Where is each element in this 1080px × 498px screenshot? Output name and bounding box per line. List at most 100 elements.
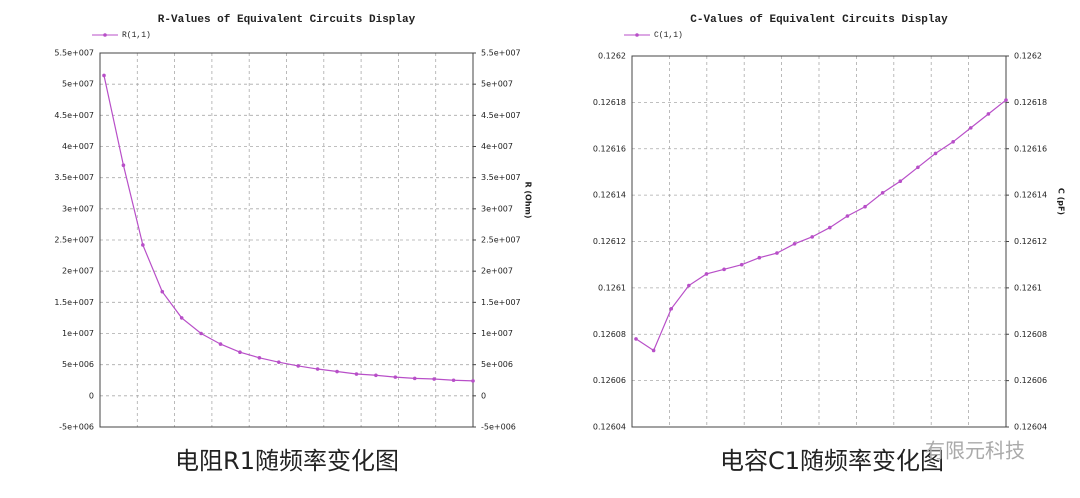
y2-tick-label: 0.12608 [1014, 330, 1047, 339]
y2-tick-label: 3.5e+007 [481, 173, 521, 182]
point [374, 373, 378, 378]
y2-tick-label: 0.12616 [1014, 144, 1047, 153]
plot-frame [631, 55, 1007, 428]
y-tick-label: 0.12608 [593, 330, 626, 339]
series-line [635, 99, 1007, 352]
point [651, 348, 656, 353]
point [898, 179, 903, 184]
y-tick-label: 0.1261 [598, 283, 626, 292]
y-tick-label: 0.12606 [593, 376, 626, 385]
legend-label: R(1,1) [122, 31, 151, 40]
y2-axis-label: C (pF) [1057, 188, 1066, 215]
point [1004, 98, 1008, 102]
legend-marker [103, 33, 107, 37]
y2-tick-label: 0.12618 [1014, 98, 1047, 107]
legend-label: C(1,1) [654, 31, 683, 40]
caption: 电阻R1随频率变化图 [175, 447, 399, 475]
y-tick-label: 3e+007 [62, 204, 94, 213]
point [828, 225, 832, 230]
y-tick-label: 5e+006 [62, 360, 94, 369]
point [238, 350, 242, 355]
y-tick-label: 5e+007 [62, 80, 94, 89]
point [669, 306, 674, 311]
y-tick-label: 0.12616 [593, 144, 626, 153]
y-tick-label: -5e+006 [59, 423, 94, 432]
y2-tick-label: 4e+007 [481, 142, 513, 151]
point [199, 331, 203, 336]
point [102, 73, 106, 78]
point [704, 272, 709, 276]
y2-tick-label: 5.5e+007 [481, 49, 521, 58]
y-tick-label: 3.5e+007 [54, 173, 94, 182]
point [257, 356, 262, 360]
point [354, 372, 359, 376]
point [845, 214, 850, 218]
y-tick-label: 0.12604 [593, 423, 626, 432]
y2-tick-label: 5e+006 [481, 360, 513, 369]
point [179, 316, 184, 320]
point [121, 163, 126, 167]
y2-tick-label: 3e+007 [481, 204, 513, 213]
point [916, 165, 920, 170]
point [951, 139, 955, 144]
y2-tick-label: 4.5e+007 [481, 111, 521, 120]
y2-tick-label: 0.12606 [1014, 376, 1047, 385]
point [757, 255, 762, 260]
point [933, 151, 938, 156]
y2-tick-label: 0.12612 [1014, 237, 1047, 246]
y-tick-label: 1.5e+007 [54, 298, 94, 307]
y-tick-label: 4e+007 [62, 142, 94, 151]
y2-tick-label: 2e+007 [481, 267, 513, 276]
point [315, 367, 320, 371]
point [276, 360, 281, 364]
point [863, 204, 867, 209]
point [634, 337, 638, 341]
y2-tick-label: 5e+007 [481, 80, 513, 89]
point [968, 126, 973, 130]
point [335, 369, 339, 374]
point [810, 235, 814, 239]
point [722, 267, 726, 272]
chart-title: C-Values of Equivalent Circuits Display [690, 14, 948, 26]
y-tick-label: 1e+007 [62, 329, 94, 338]
point [739, 262, 744, 267]
y2-tick-label: 2.5e+007 [481, 236, 521, 245]
y2-tick-label: 0.1261 [1014, 283, 1042, 292]
point [687, 283, 691, 288]
y2-tick-label: 0 [481, 391, 486, 400]
y2-tick-label: 0.12614 [1014, 191, 1047, 200]
point [432, 377, 436, 381]
y2-axis-label: R (Ohm) [524, 181, 533, 218]
y2-tick-label: 1.5e+007 [481, 298, 521, 307]
point [471, 379, 475, 383]
point [986, 112, 991, 116]
y-tick-label: 2e+007 [62, 267, 94, 276]
series-line [103, 75, 474, 382]
point [141, 243, 145, 247]
y2-tick-label: 0.12604 [1014, 423, 1047, 432]
caption: 电容C1随频率变化图 [720, 447, 944, 475]
y-tick-label: 0.12618 [593, 98, 626, 107]
watermark: 有限元科技 [925, 439, 1025, 463]
y2-tick-label: -5e+006 [481, 423, 516, 432]
point [880, 191, 885, 195]
chart-title: R-Values of Equivalent Circuits Display [158, 14, 416, 26]
point [393, 375, 398, 379]
y-tick-label: 0 [89, 391, 94, 400]
point [451, 378, 456, 383]
y-tick-label: 5.5e+007 [54, 49, 94, 58]
y-tick-label: 4.5e+007 [54, 111, 94, 120]
y2-tick-label: 1e+007 [481, 329, 513, 338]
y-tick-label: 0.12612 [593, 237, 626, 246]
plot-frame [99, 52, 474, 428]
y-tick-label: 0.12614 [593, 191, 626, 200]
y2-tick-label: 0.1262 [1014, 52, 1042, 61]
y-tick-label: 0.1262 [598, 52, 626, 61]
point [412, 376, 417, 381]
legend-marker [635, 33, 639, 37]
point [792, 242, 797, 246]
point [775, 251, 779, 255]
point [218, 342, 223, 346]
